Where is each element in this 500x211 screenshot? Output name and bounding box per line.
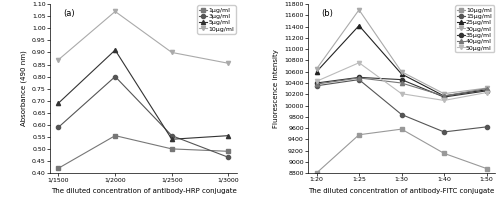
- 1μg/ml: [112, 134, 118, 137]
- 5μg/ml: [226, 134, 232, 137]
- 10μg/ml: [226, 62, 232, 65]
- 5μg/ml: [56, 102, 62, 104]
- 3μg/ml: [112, 75, 118, 78]
- 10μg/ml: [56, 58, 62, 61]
- Line: 35μg/ml: 35μg/ml: [314, 75, 488, 99]
- 30μg/ml: [314, 68, 320, 70]
- 25μg/ml: [441, 95, 447, 97]
- 25μg/ml: [356, 24, 362, 27]
- 35μg/ml: [398, 78, 404, 81]
- 15μg/ml: [441, 131, 447, 133]
- 3μg/ml: [226, 156, 232, 159]
- 10μg/ml: [169, 51, 175, 54]
- 35μg/ml: [441, 96, 447, 98]
- 15μg/ml: [314, 85, 320, 87]
- Line: 10μg/ml: 10μg/ml: [56, 9, 231, 65]
- 1μg/ml: [56, 167, 62, 169]
- 5μg/ml: [169, 138, 175, 141]
- 40μg/ml: [441, 95, 447, 97]
- 50μg/ml: [484, 91, 490, 94]
- 30μg/ml: [441, 92, 447, 95]
- Line: 50μg/ml: 50μg/ml: [314, 61, 488, 103]
- 25μg/ml: [484, 88, 490, 91]
- 10μg/ml: [314, 172, 320, 174]
- Line: 25μg/ml: 25μg/ml: [314, 23, 488, 98]
- 40μg/ml: [484, 87, 490, 90]
- 50μg/ml: [398, 92, 404, 95]
- 25μg/ml: [314, 70, 320, 73]
- 35μg/ml: [314, 82, 320, 84]
- Legend: 10μg/ml, 15μg/ml, 25μg/ml, 30μg/ml, 35μg/ml, 40μg/ml, 50μg/ml: 10μg/ml, 15μg/ml, 25μg/ml, 30μg/ml, 35μg…: [456, 5, 494, 53]
- X-axis label: The diluted concentration of antibody-FITC conjugate: The diluted concentration of antibody-FI…: [308, 188, 494, 194]
- 50μg/ml: [314, 80, 320, 83]
- Line: 40μg/ml: 40μg/ml: [314, 76, 488, 98]
- Line: 15μg/ml: 15μg/ml: [314, 77, 488, 134]
- 25μg/ml: [398, 73, 404, 75]
- 15μg/ml: [398, 113, 404, 116]
- 3μg/ml: [56, 126, 62, 128]
- 1μg/ml: [226, 150, 232, 153]
- 10μg/ml: [484, 167, 490, 170]
- Line: 30μg/ml: 30μg/ml: [314, 8, 488, 96]
- 40μg/ml: [314, 83, 320, 85]
- Y-axis label: Absorbance (490 nm): Absorbance (490 nm): [20, 51, 26, 127]
- Text: (a): (a): [63, 9, 74, 18]
- 10μg/ml: [441, 152, 447, 155]
- 35μg/ml: [484, 90, 490, 92]
- 10μg/ml: [398, 128, 404, 130]
- 3μg/ml: [169, 134, 175, 137]
- 30μg/ml: [398, 70, 404, 73]
- 10μg/ml: [112, 10, 118, 13]
- Text: (b): (b): [321, 9, 333, 18]
- X-axis label: The diluted concentration of antibody-HRP conjugate: The diluted concentration of antibody-HR…: [50, 188, 236, 194]
- 35μg/ml: [356, 76, 362, 79]
- Y-axis label: Fluorescence intensity: Fluorescence intensity: [273, 49, 279, 128]
- 30μg/ml: [484, 87, 490, 89]
- 15μg/ml: [356, 78, 362, 81]
- 50μg/ml: [356, 61, 362, 64]
- 10μg/ml: [356, 134, 362, 136]
- Line: 1μg/ml: 1μg/ml: [56, 134, 231, 170]
- Legend: 1μg/ml, 3μg/ml, 5μg/ml, 10μg/ml: 1μg/ml, 3μg/ml, 5μg/ml, 10μg/ml: [198, 5, 235, 34]
- Line: 5μg/ml: 5μg/ml: [56, 48, 231, 141]
- 30μg/ml: [356, 9, 362, 11]
- 5μg/ml: [112, 49, 118, 51]
- Line: 10μg/ml: 10μg/ml: [314, 127, 488, 175]
- 15μg/ml: [484, 126, 490, 128]
- 50μg/ml: [441, 99, 447, 102]
- 40μg/ml: [356, 77, 362, 79]
- 40μg/ml: [398, 82, 404, 84]
- Line: 3μg/ml: 3μg/ml: [56, 74, 231, 160]
- 1μg/ml: [169, 148, 175, 150]
